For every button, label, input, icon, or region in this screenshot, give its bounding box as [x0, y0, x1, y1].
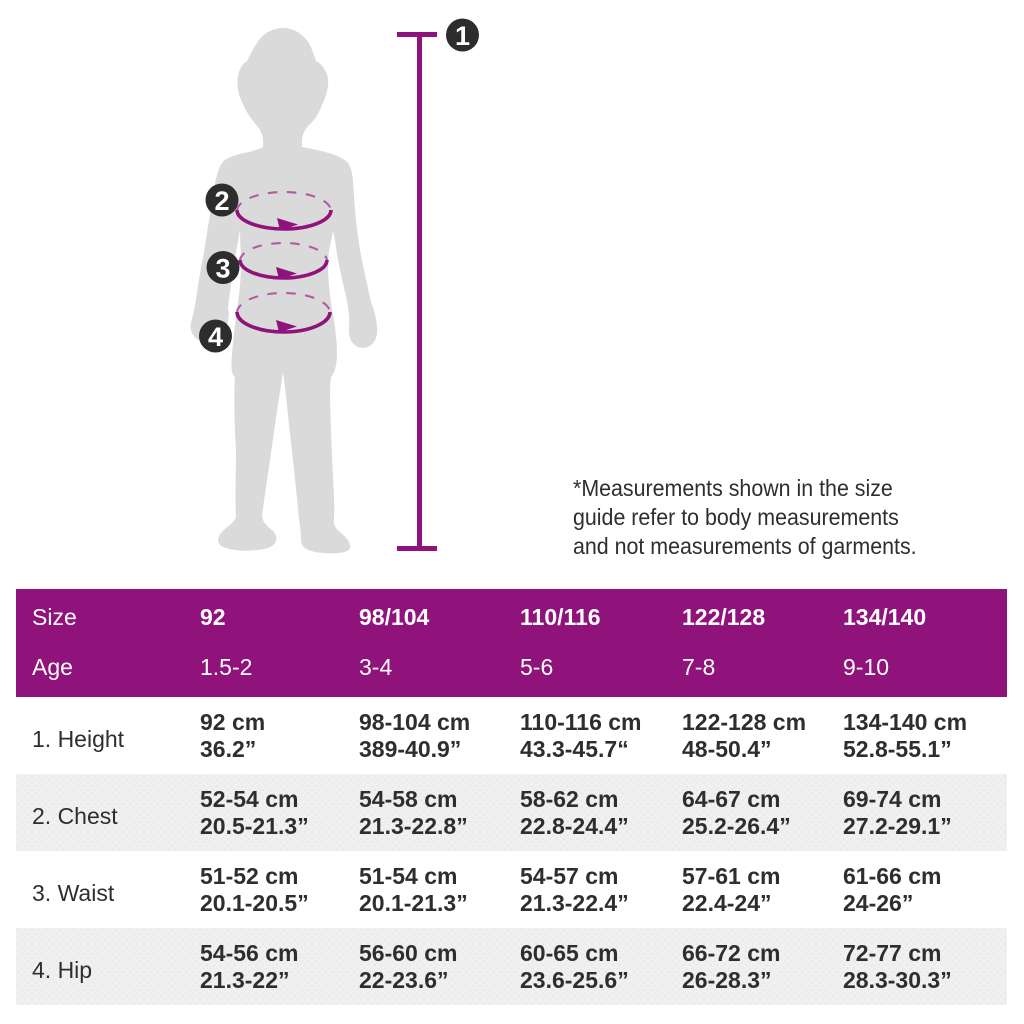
svg-text:2: 2 — [214, 186, 229, 216]
svg-text:3: 3 — [215, 253, 230, 283]
svg-text:1: 1 — [455, 21, 470, 51]
svg-text:4: 4 — [208, 322, 223, 352]
